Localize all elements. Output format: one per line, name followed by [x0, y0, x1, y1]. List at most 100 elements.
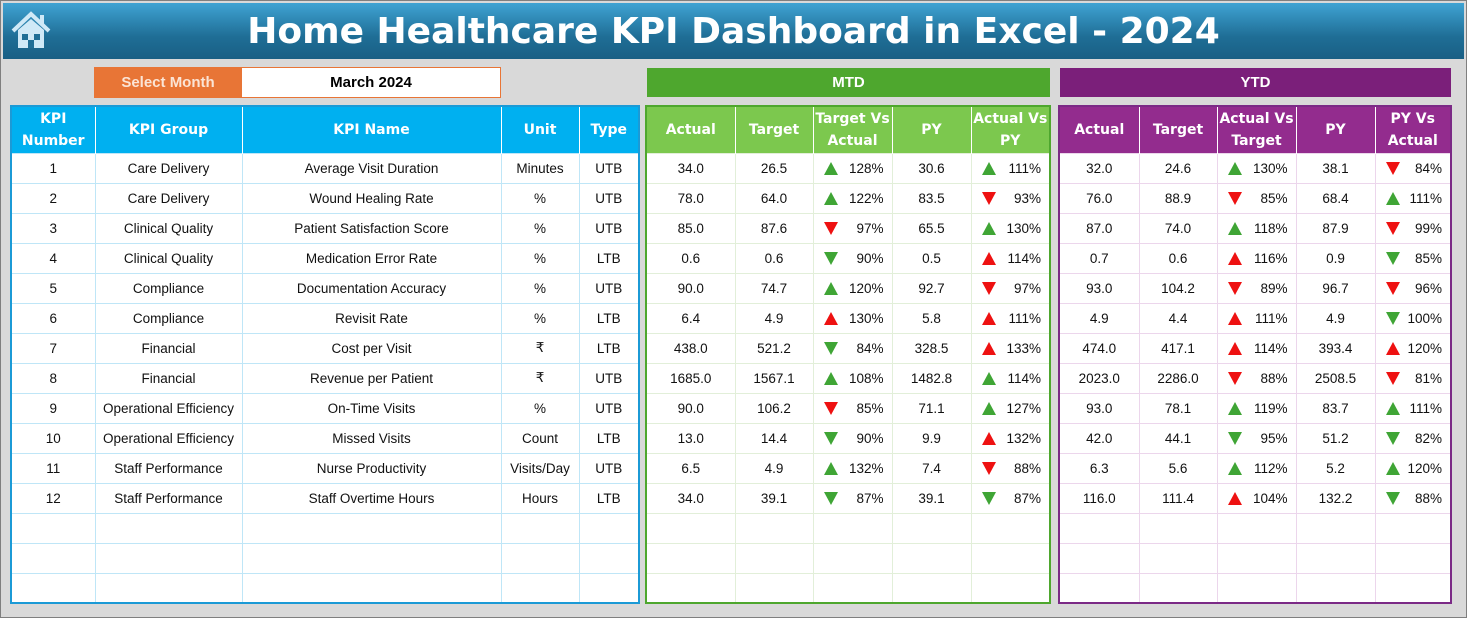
empty-cell	[578, 512, 640, 544]
ytd-py-vs-actual: 81%	[1374, 362, 1452, 394]
kpi-number: 3	[10, 212, 96, 244]
triangle-up-green-icon	[1385, 461, 1400, 475]
table-row: 12 Staff Performance Staff Overtime Hours H…	[10, 482, 640, 514]
empty-cell	[1374, 542, 1452, 574]
kpi-name: Revenue per Patient	[241, 362, 502, 394]
kpi-type: LTB	[578, 302, 640, 334]
mtd-actual-vs-py: 133%	[970, 332, 1051, 364]
table-row: 87.0 74.0 118% 87.9 99%	[1058, 212, 1452, 244]
ytd-target: 24.6	[1138, 152, 1218, 184]
mtd-py: 83.5	[891, 182, 972, 214]
triangle-up-green-icon	[981, 221, 996, 235]
mtd-py: 328.5	[891, 332, 972, 364]
empty-cell	[1295, 572, 1376, 604]
table-row: 10 Operational Efficiency Missed Visits Cou…	[10, 422, 640, 454]
mtd-actual-vs-py: 88%	[970, 452, 1051, 484]
mtd-actual: 1685.0	[645, 362, 736, 394]
ytd-actual: 6.3	[1058, 452, 1140, 484]
indicator-value: 132%	[848, 460, 884, 476]
ytd-header-actual-vs-target: Actual Vs Target	[1217, 106, 1297, 153]
triangle-down-green-icon	[1385, 251, 1400, 265]
triangle-up-red-icon	[1385, 341, 1400, 355]
mtd-target: 4.9	[734, 452, 814, 484]
mtd-actual: 13.0	[645, 422, 736, 454]
empty-cell	[94, 512, 243, 544]
table-row: 0.7 0.6 116% 0.9 85%	[1058, 242, 1452, 274]
mtd-section-header: MTD	[647, 68, 1050, 97]
mtd-header-target: Target	[735, 106, 814, 153]
triangle-up-green-icon	[1227, 161, 1242, 175]
kpi-group: Financial	[94, 332, 243, 364]
empty-cell	[578, 542, 640, 574]
mtd-actual-vs-py: 130%	[970, 212, 1051, 244]
indicator-value: 116%	[1253, 250, 1288, 266]
triangle-up-green-icon	[981, 161, 996, 175]
mtd-py: 9.9	[891, 422, 972, 454]
indicator-value: 130%	[848, 310, 884, 326]
mtd-target-vs-actual: 132%	[812, 452, 893, 484]
empty-cell	[500, 572, 580, 604]
mtd-actual: 34.0	[645, 152, 736, 184]
kpi-number: 9	[10, 392, 96, 424]
kpi-unit: %	[500, 212, 580, 244]
header-kpi-group: KPI Group	[95, 106, 243, 153]
mtd-actual: 90.0	[645, 272, 736, 304]
indicator-value: 111%	[1008, 310, 1041, 326]
mtd-target: 106.2	[734, 392, 814, 424]
kpi-number: 12	[10, 482, 96, 514]
kpi-unit: %	[500, 392, 580, 424]
indicator-value: 118%	[1253, 220, 1288, 236]
indicator-value: 90%	[856, 430, 884, 446]
ytd-header-target: Target	[1139, 106, 1218, 153]
indicator-value: 132%	[1006, 430, 1041, 446]
ytd-py: 83.7	[1295, 392, 1376, 424]
home-icon[interactable]	[9, 9, 53, 51]
table-row: 78.0 64.0 122% 83.5 93%	[645, 182, 1051, 214]
empty-cell	[578, 572, 640, 604]
ytd-py: 96.7	[1295, 272, 1376, 304]
triangle-up-red-icon	[1227, 341, 1242, 355]
empty-cell	[94, 542, 243, 574]
mtd-target-vs-actual: 108%	[812, 362, 893, 394]
table-row: 6.4 4.9 130% 5.8 111%	[645, 302, 1051, 334]
indicator-value: 130%	[1006, 220, 1041, 236]
kpi-number: 6	[10, 302, 96, 334]
kpi-name: Staff Overtime Hours	[241, 482, 502, 514]
ytd-actual-vs-target: 111%	[1216, 302, 1297, 334]
triangle-down-red-icon	[1385, 221, 1400, 235]
ytd-py-vs-actual: 120%	[1374, 332, 1452, 364]
select-month-label: Select Month	[94, 67, 242, 98]
table-row: 6.5 4.9 132% 7.4 88%	[645, 452, 1051, 484]
triangle-down-green-icon	[823, 431, 838, 445]
indicator-value: 82%	[1414, 430, 1442, 446]
ytd-target: 4.4	[1138, 302, 1218, 334]
kpi-group: Care Delivery	[94, 152, 243, 184]
table-row: 5 Compliance Documentation Accuracy% UTB	[10, 272, 640, 304]
empty-cell	[645, 572, 736, 604]
triangle-down-green-icon	[1227, 431, 1242, 445]
kpi-name: Documentation Accuracy	[241, 272, 502, 304]
empty-cell	[812, 512, 893, 544]
kpi-type: LTB	[578, 482, 640, 514]
table-row: 4 Clinical Quality Medication Error Rate% L…	[10, 242, 640, 274]
kpi-unit: Hours	[500, 482, 580, 514]
indicator-value: 87%	[1013, 490, 1041, 506]
mtd-actual: 78.0	[645, 182, 736, 214]
empty-cell	[645, 512, 736, 544]
mtd-target-vs-actual: 90%	[812, 422, 893, 454]
empty-cell	[10, 542, 96, 574]
ytd-target: 74.0	[1138, 212, 1218, 244]
mtd-target: 64.0	[734, 182, 814, 214]
mtd-target-vs-actual: 97%	[812, 212, 893, 244]
ytd-target: 104.2	[1138, 272, 1218, 304]
month-dropdown[interactable]: March 2024	[241, 67, 501, 98]
empty-cell	[1138, 542, 1218, 574]
kpi-type: UTB	[578, 392, 640, 424]
table-row: 90.0 74.7 120% 92.7 97%	[645, 272, 1051, 304]
mtd-header-target-vs-actual: Target Vs Actual	[813, 106, 893, 153]
empty-cell	[94, 572, 243, 604]
ytd-py: 68.4	[1295, 182, 1376, 214]
mtd-header-actual-vs-py: Actual Vs PY	[971, 106, 1051, 153]
empty-cell	[891, 512, 972, 544]
mtd-actual: 34.0	[645, 482, 736, 514]
